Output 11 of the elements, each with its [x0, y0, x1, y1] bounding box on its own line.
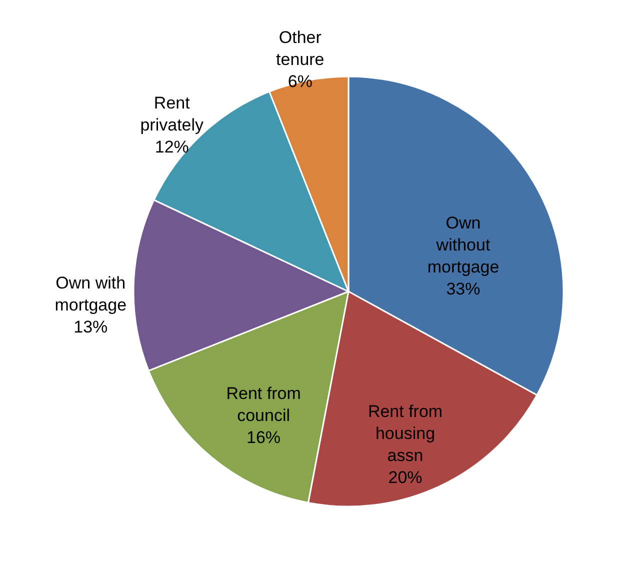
- data-label: 33%: [446, 280, 480, 299]
- slice-label: Rent from housing assn: [368, 402, 443, 466]
- slice-label: Rent from council: [226, 384, 301, 426]
- slice-label: Other tenure: [276, 28, 324, 70]
- data-label: 16%: [246, 428, 281, 448]
- data-label: 20%: [388, 468, 422, 488]
- data-label: 13%: [74, 317, 108, 336]
- slice-label: Own without mortgage: [427, 214, 500, 277]
- slice-label: Own with mortgage: [54, 273, 127, 314]
- data-label: 12%: [154, 137, 189, 156]
- slice-label: Rent privately: [140, 93, 204, 134]
